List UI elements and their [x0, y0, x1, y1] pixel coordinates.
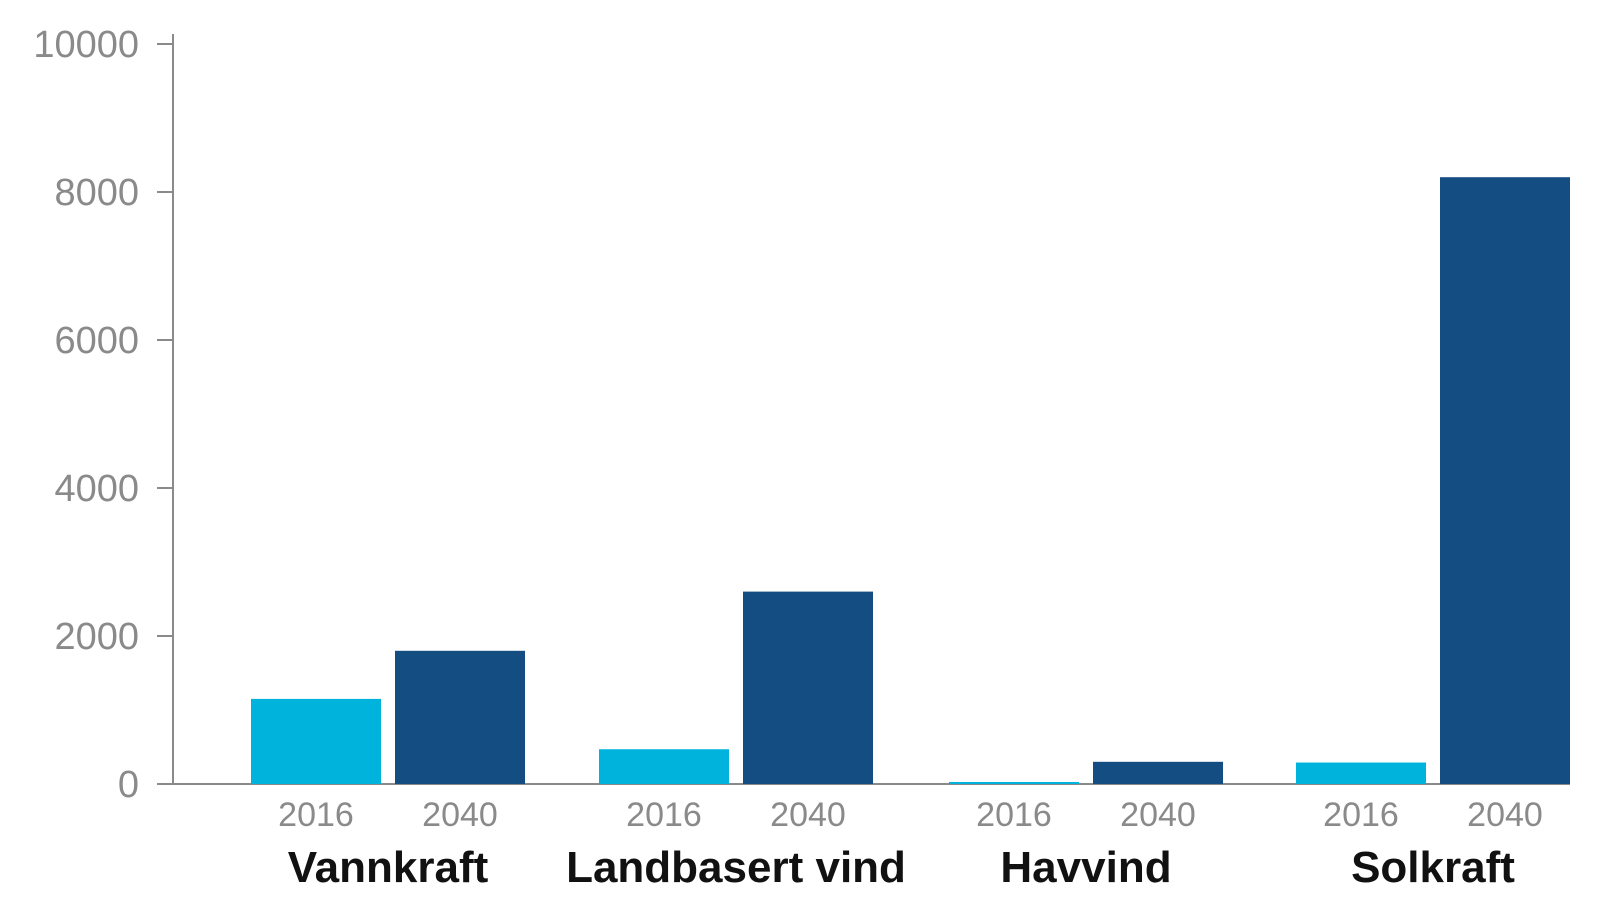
- x-tick-label: 2016: [1323, 796, 1399, 834]
- bar-solkraft-2016: [1296, 762, 1426, 784]
- x-tick-label: 2040: [770, 796, 846, 834]
- bar-vannkraft-2040: [395, 650, 525, 784]
- x-tick-label: 2040: [422, 796, 498, 834]
- x-tick-label: 2040: [1120, 796, 1196, 834]
- x-tick-label: 2016: [278, 796, 354, 834]
- x-tick-label: 2016: [976, 796, 1052, 834]
- bar-landbasert-vind-2016: [599, 749, 729, 784]
- x-tick-label: 2040: [1467, 796, 1543, 834]
- group-label: Landbasert vind: [566, 843, 906, 892]
- bar-vannkraft-2016: [251, 698, 381, 784]
- group-label: Havvind: [1000, 843, 1171, 892]
- y-tick-label: 8000: [54, 172, 139, 214]
- bar-havvind-2040: [1093, 761, 1223, 784]
- bar-solkraft-2040: [1440, 177, 1570, 784]
- group-label: Vannkraft: [288, 843, 489, 892]
- y-tick-label: 6000: [54, 320, 139, 362]
- bar-landbasert-vind-2040: [743, 591, 873, 784]
- labels: 0 2000 4000 6000 8000 10000 2016 2040 Vannkraft 2…: [33, 24, 1542, 892]
- bar-havvind-2016: [949, 782, 1079, 784]
- y-tick-label: 10000: [33, 24, 139, 66]
- x-tick-label: 2016: [626, 796, 702, 834]
- group-label: Solkraft: [1351, 843, 1515, 892]
- y-tick-label: 4000: [54, 468, 139, 510]
- y-tick-label: 0: [118, 764, 139, 806]
- bars: [251, 177, 1570, 784]
- y-tick-label: 2000: [54, 616, 139, 658]
